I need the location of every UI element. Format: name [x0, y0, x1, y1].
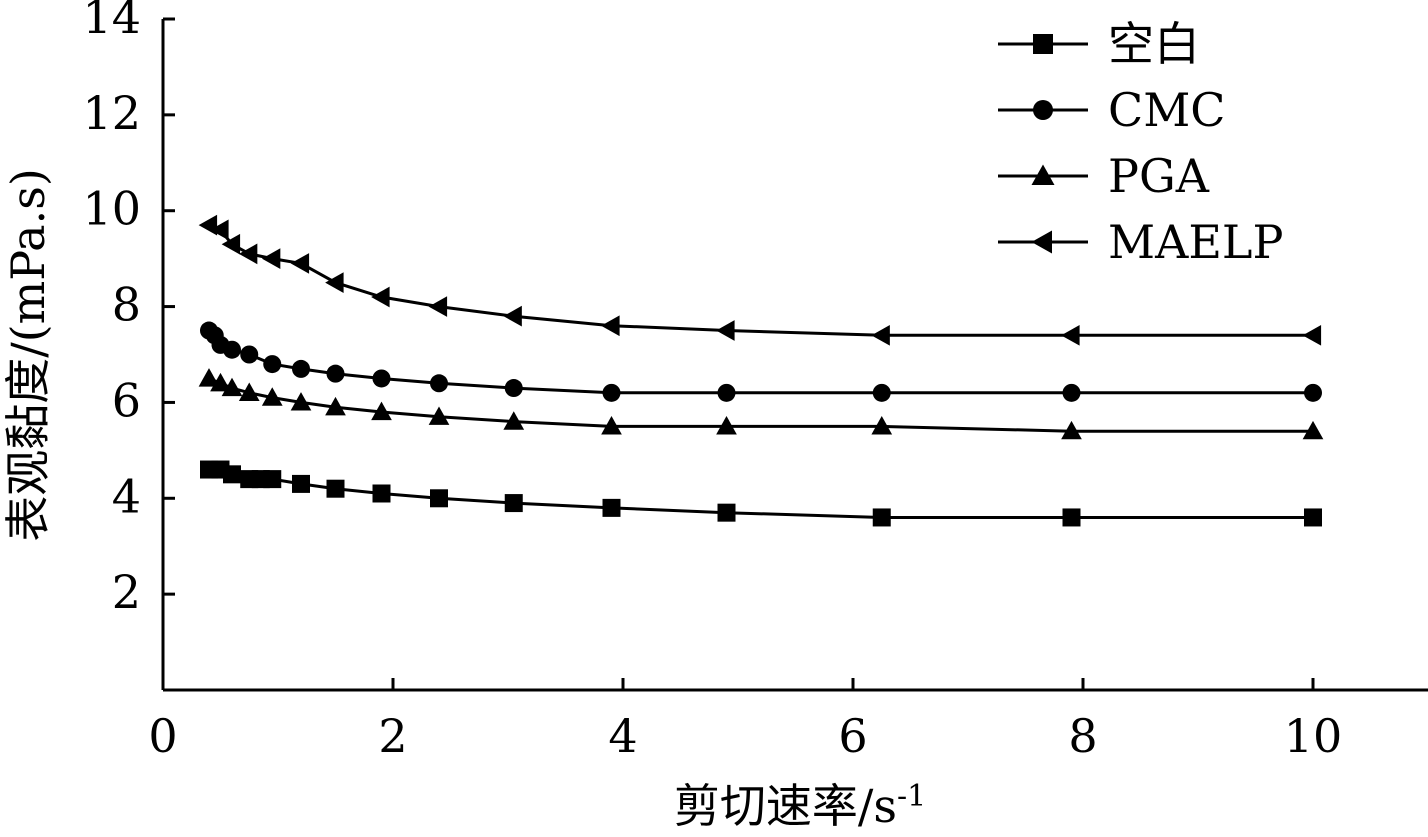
- data-point: [428, 296, 448, 317]
- legend-marker: [1031, 164, 1055, 185]
- data-point: [717, 503, 736, 522]
- data-point: [223, 340, 241, 359]
- data-point: [601, 315, 620, 337]
- data-point: [325, 396, 346, 416]
- x-tick-label: 8: [1068, 709, 1097, 763]
- data-point: [326, 364, 345, 383]
- data-point: [716, 416, 737, 435]
- data-point: [292, 474, 310, 493]
- y-tick-label: 14: [82, 0, 141, 44]
- data-point: [428, 406, 450, 425]
- series-3: [198, 214, 1322, 346]
- legend-marker: [1031, 230, 1052, 254]
- data-point: [290, 392, 312, 411]
- data-point: [221, 377, 243, 397]
- y-tick-label: 2: [112, 565, 141, 619]
- legend-marker: [1033, 100, 1053, 120]
- data-point: [372, 484, 391, 503]
- data-point: [872, 383, 891, 402]
- data-point: [430, 374, 448, 393]
- series-layer: [198, 214, 1324, 527]
- data-point: [1302, 324, 1322, 346]
- data-point: [263, 355, 282, 374]
- x-tick-label: 4: [608, 709, 637, 763]
- y-tick-label: 10: [82, 182, 141, 236]
- legend-item: PGA: [998, 149, 1210, 203]
- legend-item: CMC: [998, 83, 1226, 137]
- y-axis-title: 表观黏度/(mPa.s): [1, 168, 55, 542]
- data-point: [1304, 383, 1322, 402]
- data-point: [238, 382, 260, 401]
- data-point: [1062, 508, 1081, 527]
- data-point: [221, 233, 241, 255]
- data-point: [503, 411, 525, 430]
- legend-label: 空白: [1108, 17, 1200, 71]
- data-point: [871, 324, 890, 346]
- data-point: [325, 272, 344, 293]
- legend-label: PGA: [1108, 149, 1210, 203]
- x-axis-title: 剪切速率/s-1: [674, 779, 926, 833]
- ticks: 2 4 6 8 10 12 14 0 2 4 6 8 10: [82, 0, 1342, 763]
- data-point: [1302, 420, 1324, 440]
- series-line: [208, 377, 1313, 433]
- series-1: [200, 321, 1322, 402]
- y-tick-label: 6: [112, 373, 141, 427]
- data-point: [602, 498, 621, 517]
- data-point: [1304, 508, 1322, 527]
- data-point: [601, 416, 622, 435]
- data-point: [717, 383, 736, 402]
- data-point: [326, 479, 345, 498]
- data-point: [238, 243, 258, 265]
- legend: 空白 CMC PGA MAELP: [998, 17, 1283, 269]
- data-point: [871, 416, 893, 435]
- data-point: [261, 248, 281, 269]
- x-tick-label: 6: [838, 709, 867, 763]
- data-point: [1061, 420, 1082, 440]
- y-tick-label: 8: [112, 278, 141, 332]
- data-point: [371, 286, 390, 308]
- legend-item: MAELP: [998, 215, 1283, 269]
- data-point: [716, 320, 735, 341]
- data-point: [872, 508, 891, 527]
- x-axis-title-superscript: -1: [897, 779, 926, 814]
- data-point: [1061, 324, 1080, 346]
- data-point: [1062, 383, 1081, 402]
- data-point: [210, 219, 229, 241]
- data-point: [198, 214, 218, 236]
- data-point: [263, 470, 282, 489]
- series-2: [198, 368, 1324, 440]
- y-tick-label: 12: [82, 86, 141, 140]
- data-point: [292, 359, 310, 378]
- data-point: [504, 379, 523, 398]
- data-point: [223, 465, 241, 484]
- x-axis-title-main: 剪切速率/s: [674, 779, 897, 833]
- data-point: [372, 369, 391, 388]
- data-point: [371, 401, 392, 421]
- legend-label: CMC: [1108, 83, 1226, 137]
- data-point: [602, 383, 621, 402]
- data-point: [504, 494, 523, 513]
- legend-marker: [1033, 34, 1053, 54]
- y-tick-label: 4: [112, 469, 141, 523]
- data-point: [210, 372, 231, 392]
- x-tick-label: 10: [1284, 709, 1343, 763]
- data-point: [240, 345, 259, 364]
- data-point: [290, 253, 310, 274]
- x-tick-label: 0: [148, 709, 177, 763]
- data-point: [430, 489, 448, 508]
- data-point: [261, 387, 283, 406]
- legend-item: 空白: [998, 17, 1200, 71]
- data-point: [198, 368, 220, 387]
- x-tick-label: 2: [378, 709, 407, 763]
- axes: [161, 19, 1428, 692]
- series-0: [200, 460, 1322, 527]
- data-point: [503, 305, 522, 327]
- legend-label: MAELP: [1108, 215, 1283, 269]
